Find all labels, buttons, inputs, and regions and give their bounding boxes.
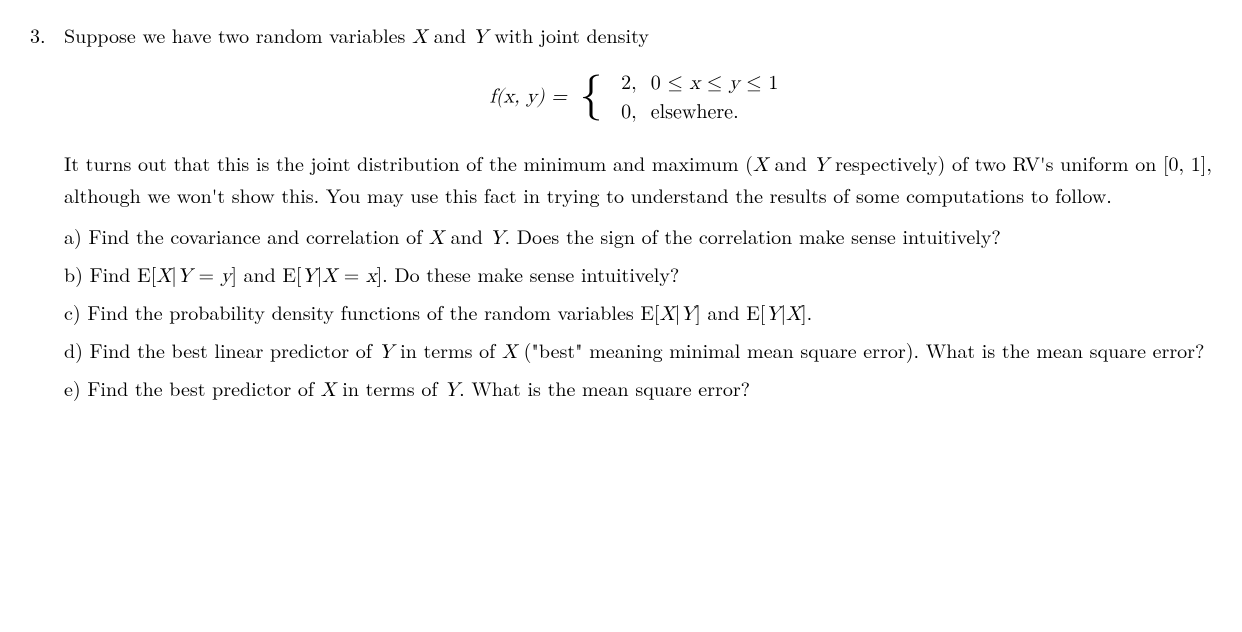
problem-number: 3. [30, 20, 60, 411]
problem-container: 3. Suppose we have two random variables … [30, 20, 1212, 411]
context-t1: It turns out that this is the joint dist… [64, 148, 753, 177]
part-d-t3: ("best" meaning minimal mean square erro… [517, 335, 1204, 364]
part-a-label: a) [64, 221, 88, 250]
intro-line: Suppose we have two random variables X a… [64, 20, 1212, 52]
part-a-t1: Find the covariance and correlation of [88, 221, 428, 250]
part-b-e1: E[X|Y = y] [137, 266, 237, 286]
part-c-label: c) [64, 297, 87, 326]
part-c: c) Find the probability density function… [64, 297, 1212, 329]
part-c-e1: E[X|Y] [640, 304, 700, 324]
case1-value: 2, [615, 70, 643, 97]
part-a: a) Find the covariance and correlation o… [64, 221, 1212, 253]
part-b-and: and [237, 259, 283, 288]
context-X: X [753, 155, 768, 175]
left-brace-icon: { [580, 75, 603, 116]
part-a-Y: Y [489, 228, 504, 248]
part-d-t1: Find the best linear predictor of [90, 335, 379, 364]
part-b-t1: Find [90, 259, 138, 288]
part-e-Y: Y [444, 380, 459, 400]
context-Y: Y [814, 155, 829, 175]
context-t2: respectively) of two RV's uniform on [829, 148, 1163, 177]
part-e-t1: Find the best predictor of [87, 373, 320, 402]
part-d-X: X [502, 342, 517, 362]
part-c-and: and [701, 297, 747, 326]
intro-and: and [427, 20, 473, 49]
part-e: e) Find the best predictor of X in terms… [64, 373, 1212, 405]
part-d-t2: in terms of [393, 335, 501, 364]
part-b: b) Find E[X|Y = y] and E[Y|X = x]. Do th… [64, 259, 1212, 291]
intro-tail: with joint density [488, 20, 649, 49]
part-c-e2: E[Y|X] [746, 304, 806, 324]
part-e-label: e) [64, 373, 87, 402]
cases-table: 2, 0 ≤ x ≤ y ≤ 1 0, elsewhere. [613, 68, 786, 128]
case-row-2: 0, elsewhere. [615, 99, 784, 126]
part-e-t2: in terms of [336, 373, 444, 402]
intro-text-1: Suppose we have two random variables [64, 20, 412, 49]
part-b-t2: . Do these make sense intuitively? [382, 259, 679, 288]
part-a-and: and [444, 221, 490, 250]
part-c-t1: Find the probability density functions o… [87, 297, 640, 326]
case-row-1: 2, 0 ≤ x ≤ y ≤ 1 [615, 70, 784, 97]
equation-lhs: f(x, y) = [490, 86, 574, 106]
part-a-t2: . Does the sign of the correlation make … [504, 221, 1000, 250]
problem-body: Suppose we have two random variables X a… [64, 20, 1212, 411]
part-b-e2: E[Y|X = x] [282, 266, 382, 286]
case1-cond: 0 ≤ x ≤ y ≤ 1 [645, 70, 785, 97]
equation-block: f(x, y) = { 2, 0 ≤ x ≤ y ≤ 1 0, elsewher… [64, 68, 1212, 128]
context-paragraph: It turns out that this is the joint dist… [64, 148, 1212, 209]
case2-cond: elsewhere. [645, 99, 785, 126]
part-c-t2: . [807, 297, 813, 326]
part-d: d) Find the best linear predictor of Y i… [64, 335, 1212, 367]
part-e-X: X [321, 380, 336, 400]
case2-value: 0, [615, 99, 643, 126]
context-and: and [768, 148, 814, 177]
intro-var-X: X [412, 27, 427, 47]
context-interval: [0, 1] [1163, 148, 1206, 177]
intro-var-Y: Y [473, 27, 488, 47]
part-d-Y: Y [378, 342, 393, 362]
part-e-t3: . What is the mean square error? [459, 373, 750, 402]
part-d-label: d) [64, 335, 90, 364]
part-b-label: b) [64, 259, 90, 288]
part-a-X: X [429, 228, 444, 248]
